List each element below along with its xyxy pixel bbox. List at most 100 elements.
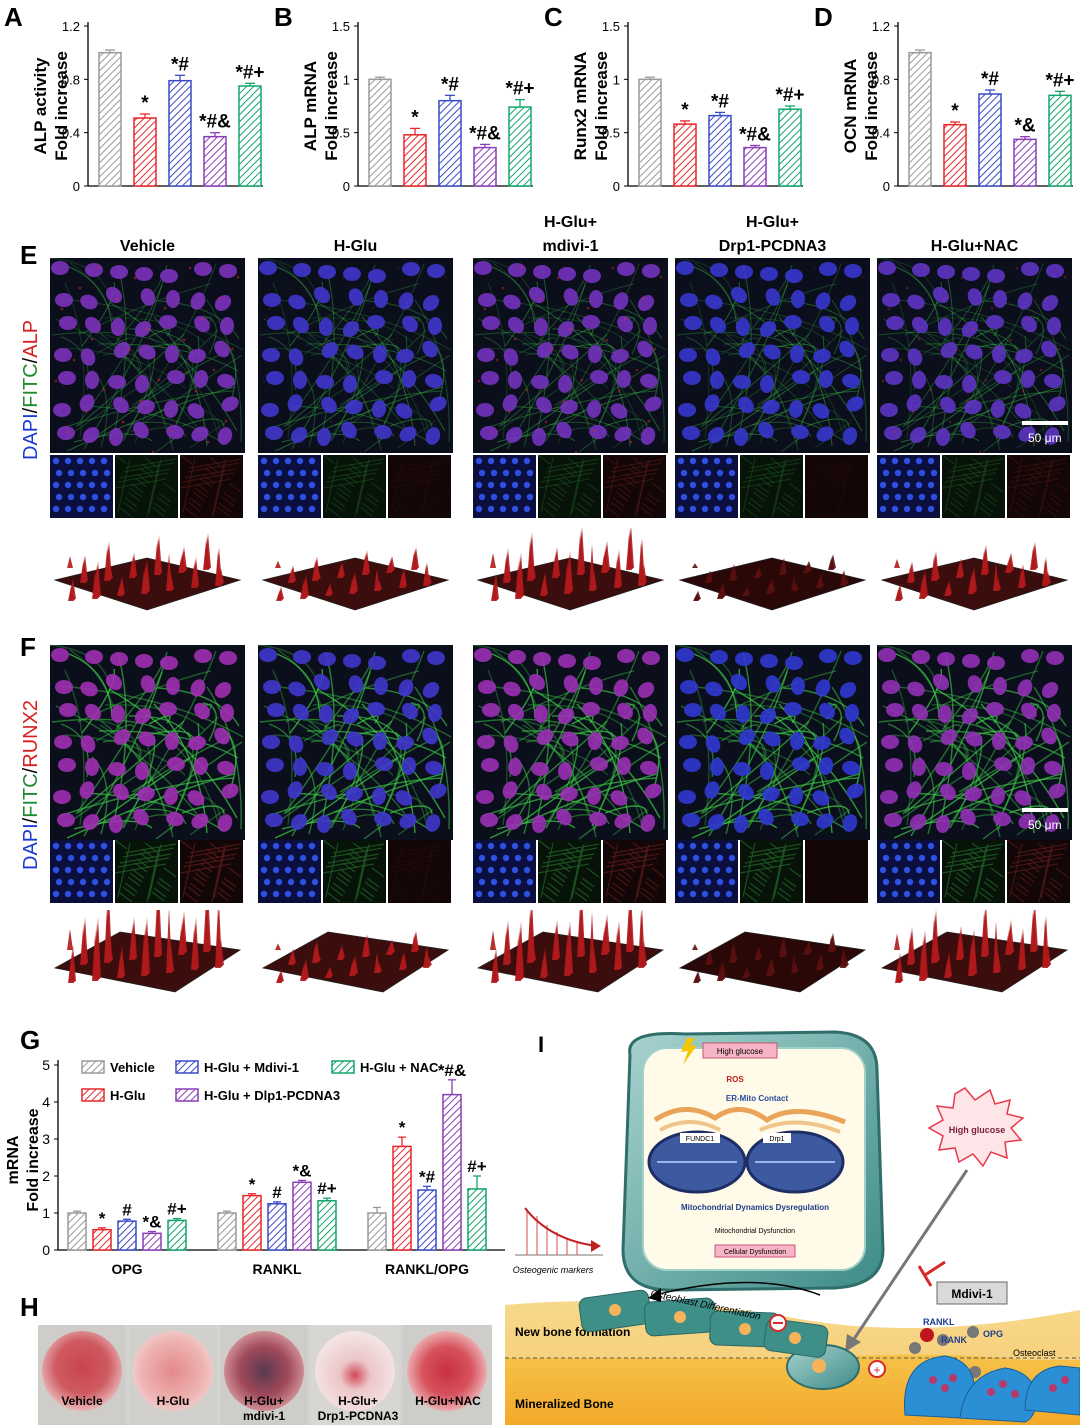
bar: [509, 107, 531, 186]
opg-label: OPG: [983, 1329, 1003, 1339]
dapi-thumbnail: [258, 840, 321, 903]
panel-label-g: G: [20, 1025, 40, 1055]
marker-thumbnail: [603, 840, 666, 903]
dish-vehicle: [38, 1325, 126, 1425]
marker-thumbnail: [388, 840, 451, 903]
legend-label: H-Glu: [110, 1088, 145, 1103]
dapi-thumbnail: [675, 455, 738, 518]
micrograph-f-2: [258, 645, 453, 840]
dish-label-nac: H-Glu+NAC: [402, 1394, 494, 1408]
dapi-thumbnail: [473, 840, 536, 903]
surface-peak: [490, 931, 496, 951]
surface-plot-f-1: [50, 910, 245, 1000]
er-mito-label: ER-Mito Contact: [726, 1094, 789, 1103]
bar: [393, 1146, 411, 1250]
panel-label-h: H: [20, 1292, 39, 1323]
tick-label: 4: [42, 1094, 50, 1110]
significance-label: *#&: [739, 124, 771, 145]
marker-thumbnail: [1007, 455, 1070, 518]
legend-label: Vehicle: [110, 1060, 155, 1075]
marker-thumbnail: [1007, 840, 1070, 903]
micrograph-e-4: [675, 258, 870, 453]
bar: [134, 118, 156, 186]
legend-swatch: [176, 1061, 198, 1073]
bar: [93, 1230, 111, 1250]
cell-dys-label: Cellular Dysfunction: [724, 1249, 786, 1256]
scale-bar-label: 50 μm: [1028, 431, 1062, 445]
bar: [674, 124, 696, 186]
tick-label: 0.4: [872, 126, 890, 141]
panel-label-a: A: [4, 2, 23, 32]
y-axis-label: Runx2 mRNA: [571, 52, 590, 161]
bar: [118, 1221, 136, 1250]
dish-nac: [402, 1325, 492, 1425]
surface-plot-e-5: [877, 528, 1072, 618]
fitc-thumbnail: [538, 455, 601, 518]
significance-label: *: [141, 93, 149, 114]
y-axis-label: Fold increase: [322, 51, 341, 161]
legend-label: H-Glu + NAC: [360, 1060, 439, 1075]
significance-label: *#: [171, 54, 189, 75]
bar: [169, 81, 191, 186]
marker-thumbnail: [603, 455, 666, 518]
tick-label: 1: [613, 72, 620, 87]
panel-label-c: C: [544, 2, 563, 32]
significance-label: *: [399, 1118, 406, 1137]
bar: [639, 79, 661, 186]
tick-label: 0: [73, 179, 80, 194]
micrograph-f-4: [675, 645, 870, 840]
significance-label: *: [249, 1175, 256, 1194]
category-label: RANKL/OPG: [385, 1261, 469, 1277]
tick-label: 0.4: [62, 126, 80, 141]
rank-label: RANK: [941, 1335, 967, 1345]
scale-bar-label: 50 μm: [1028, 818, 1062, 832]
significance-label: *#&: [438, 1061, 466, 1080]
surface-plot-e-3: [473, 528, 668, 618]
dish-label-hglu: H-Glu: [129, 1394, 217, 1408]
scale-bar: [1022, 421, 1068, 425]
significance-label: *#: [711, 91, 729, 112]
rankl-label: RANKL: [923, 1317, 955, 1327]
fitc-thumbnail: [740, 455, 803, 518]
dish-label-drp1-line1: H-Glu+: [306, 1394, 410, 1408]
bar: [268, 1204, 286, 1250]
dapi-thumbnail: [50, 455, 113, 518]
y-axis-label: OCN mRNA: [841, 59, 860, 153]
surface-peak: [490, 553, 496, 568]
surface-plot-e-4: [675, 528, 870, 618]
dapi-thumbnail: [877, 840, 940, 903]
scale-bar: [1022, 808, 1068, 812]
panel-label-e: E: [20, 240, 37, 271]
marker-thumbnail: [805, 455, 868, 518]
dapi-thumbnail: [50, 840, 113, 903]
tick-label: 1: [42, 1205, 50, 1221]
fitc-thumbnail: [942, 455, 1005, 518]
significance-label: *#+: [505, 79, 534, 100]
y-axis-label: ALP mRNA: [301, 61, 320, 151]
bar: [474, 148, 496, 186]
marker-thumbnail: [388, 455, 451, 518]
bar: [709, 116, 731, 186]
dish-hglu: [129, 1325, 217, 1425]
osteoclast-label: Osteoclast: [1013, 1348, 1056, 1358]
bar: [909, 53, 931, 186]
surface-peak: [275, 561, 281, 568]
category-label: RANKL: [253, 1261, 302, 1277]
tick-label: 1.2: [872, 19, 890, 34]
tick-label: 0: [883, 179, 890, 194]
significance-label: *&: [293, 1161, 312, 1180]
significance-label: *#&: [199, 112, 231, 133]
category-label: OPG: [111, 1261, 142, 1277]
significance-label: *: [951, 101, 959, 122]
fitc-thumbnail: [323, 840, 386, 903]
panel-label-i: I: [538, 1032, 544, 1057]
significance-label: *#&: [469, 123, 501, 144]
mito-dys-label: Mitochondrial Dysfunction: [715, 1228, 795, 1235]
mdivi-box-label: Mdivi-1: [951, 1287, 993, 1301]
y-axis-label: Fold increase: [25, 1108, 42, 1211]
tick-label: 2: [42, 1168, 50, 1184]
legend-label: H-Glu + Dlp1-PCDNA3: [204, 1088, 340, 1103]
